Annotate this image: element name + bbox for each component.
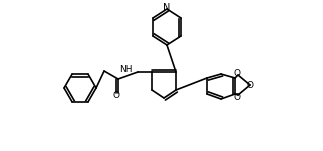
Text: NH: NH xyxy=(120,66,133,74)
Text: O: O xyxy=(234,93,241,101)
Text: N: N xyxy=(163,3,171,13)
Text: O: O xyxy=(246,80,254,90)
Text: O: O xyxy=(234,69,241,79)
Text: O: O xyxy=(112,92,120,101)
